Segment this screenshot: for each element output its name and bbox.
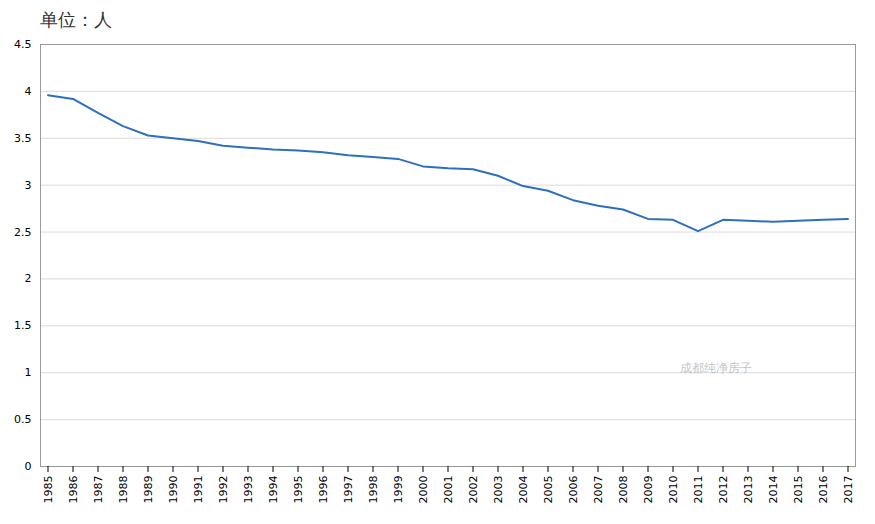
svg-text:2003: 2003 [492, 476, 505, 504]
svg-text:1990: 1990 [167, 476, 180, 504]
svg-text:1999: 1999 [392, 476, 405, 504]
svg-text:4: 4 [25, 85, 32, 98]
svg-text:1996: 1996 [317, 476, 330, 504]
svg-text:1985: 1985 [42, 476, 55, 504]
svg-text:1992: 1992 [217, 476, 230, 504]
svg-text:2006: 2006 [567, 476, 580, 504]
svg-text:2015: 2015 [792, 476, 805, 504]
svg-text:2013: 2013 [742, 476, 755, 504]
svg-text:1997: 1997 [342, 476, 355, 504]
svg-text:1995: 1995 [292, 476, 305, 504]
svg-text:2: 2 [25, 272, 32, 285]
svg-text:2002: 2002 [467, 476, 480, 504]
svg-text:成都纯净房子: 成都纯净房子 [680, 361, 752, 375]
svg-text:3: 3 [25, 179, 32, 192]
svg-text:1988: 1988 [117, 476, 130, 504]
svg-text:2017: 2017 [842, 476, 855, 504]
svg-text:0.5: 0.5 [14, 413, 32, 426]
svg-text:2005: 2005 [542, 476, 555, 504]
svg-text:1986: 1986 [67, 476, 80, 504]
svg-text:1994: 1994 [267, 476, 280, 504]
svg-text:2007: 2007 [592, 476, 605, 504]
svg-text:2016: 2016 [817, 476, 830, 504]
svg-text:3.5: 3.5 [14, 132, 32, 145]
svg-text:1991: 1991 [192, 476, 205, 504]
svg-text:2011: 2011 [692, 476, 705, 504]
svg-text:1993: 1993 [242, 476, 255, 504]
svg-text:1987: 1987 [92, 476, 105, 504]
html-text:单位：人: 单位：人 [40, 9, 112, 30]
svg-text:2009: 2009 [642, 476, 655, 504]
svg-text:1: 1 [25, 366, 32, 379]
svg-text:4.5: 4.5 [14, 38, 32, 51]
svg-text:2012: 2012 [717, 476, 730, 504]
svg-text:2010: 2010 [667, 476, 680, 504]
svg-text:0: 0 [25, 460, 32, 473]
svg-text:2008: 2008 [617, 476, 630, 504]
svg-text:2004: 2004 [517, 476, 530, 504]
svg-text:1.5: 1.5 [14, 319, 32, 332]
svg-text:2000: 2000 [417, 476, 430, 504]
svg-text:1989: 1989 [142, 476, 155, 504]
svg-text:2.5: 2.5 [14, 226, 32, 239]
svg-text:1998: 1998 [367, 476, 380, 504]
svg-text:2001: 2001 [442, 476, 455, 504]
svg-text:2014: 2014 [767, 476, 780, 504]
